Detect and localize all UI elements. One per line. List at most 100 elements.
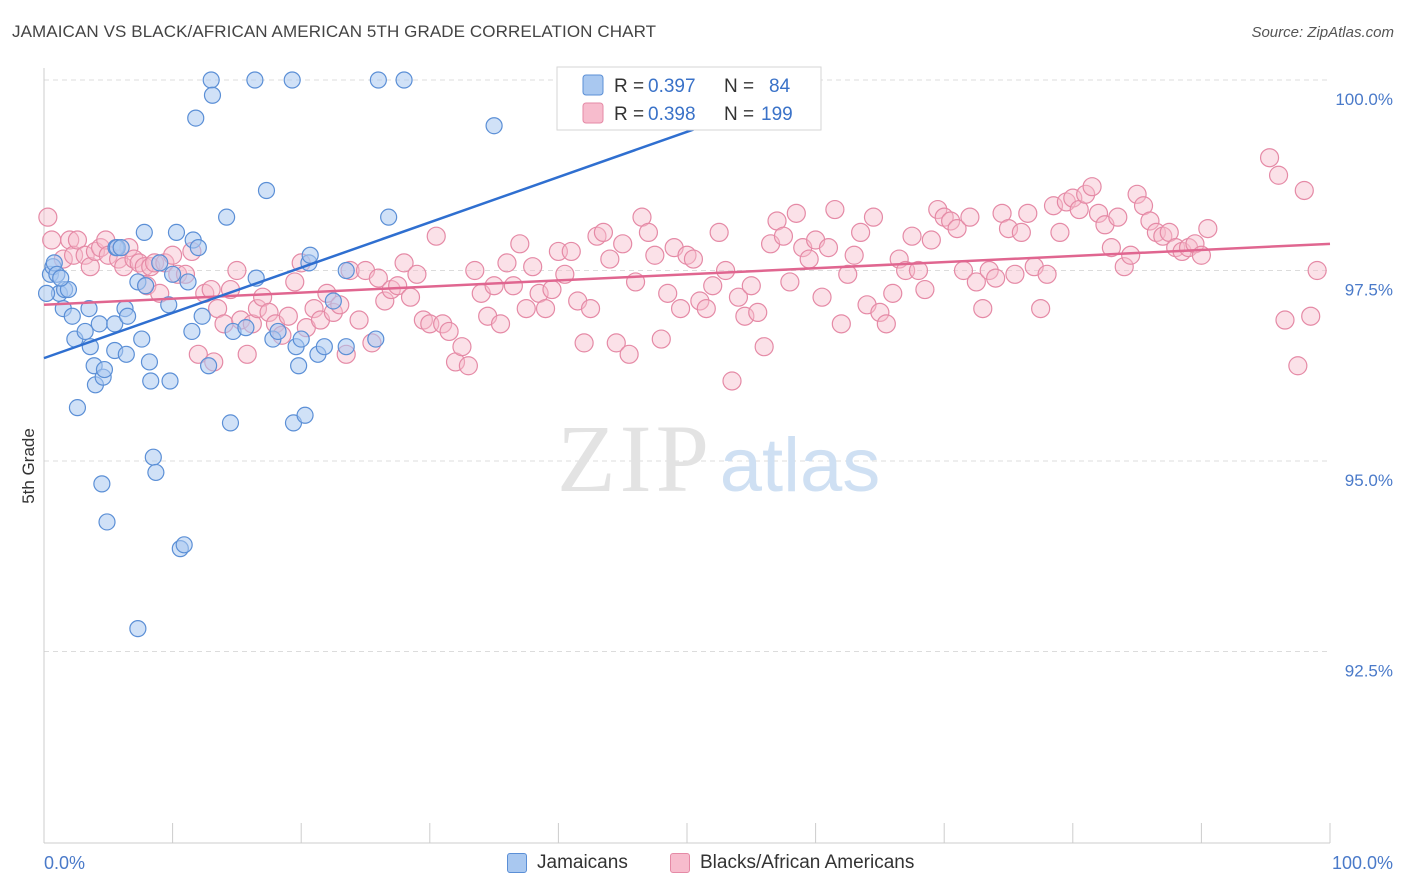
point-black-african-american <box>1076 184 1096 204</box>
point-black-african-american <box>748 302 768 323</box>
point-jamaicans <box>106 315 124 333</box>
point-black-african-american <box>1037 264 1057 284</box>
legend-swatch-black <box>582 102 604 124</box>
point-black-african-american <box>523 257 543 277</box>
point-black-african-american <box>503 276 523 296</box>
point-black-african-american <box>773 226 794 246</box>
point-black-african-american <box>452 337 472 357</box>
point-black-african-american <box>1275 310 1295 330</box>
point-jamaicans <box>324 292 342 310</box>
point-jamaicans <box>68 399 87 417</box>
point-black-african-american <box>1018 203 1038 223</box>
point-jamaicans <box>337 338 355 356</box>
point-jamaicans <box>369 71 387 89</box>
legend-swatch-jamaicans <box>582 74 604 96</box>
point-black-african-american <box>638 222 659 242</box>
point-black-african-american <box>754 337 774 357</box>
point-black-african-american <box>741 276 761 296</box>
watermark-atlas: atlas <box>720 423 881 508</box>
point-black-african-american <box>490 314 511 334</box>
legend-bottom: Jamaicans Blacks/African Americans <box>0 852 1406 878</box>
point-black-african-american <box>966 272 986 292</box>
point-black-african-american <box>259 302 279 323</box>
point-black-african-american <box>831 314 851 334</box>
point-black-african-american <box>1268 165 1289 185</box>
y-axis-label: 5th Grade <box>19 428 38 504</box>
point-jamaicans <box>90 315 108 333</box>
trend-line-black-african-american <box>43 242 1331 307</box>
point-black-african-american <box>818 238 839 258</box>
point-jamaicans <box>160 296 178 314</box>
point-jamaicans <box>221 414 240 432</box>
legend-r-value: 0.398 <box>648 104 696 125</box>
point-black-african-american <box>908 260 929 281</box>
point-black-african-american <box>670 299 691 319</box>
point-black-african-american <box>973 299 993 319</box>
point-jamaicans <box>395 71 413 89</box>
legend-top: R = 0.397 N = 84 R = 0.398 N = 199 <box>556 66 822 131</box>
point-black-african-american <box>825 199 845 220</box>
point-jamaicans <box>237 319 255 337</box>
y-tick-label: 100.0% <box>1335 90 1393 109</box>
point-black-african-american <box>613 234 633 254</box>
point-jamaicans <box>193 307 211 325</box>
legend-n-value: 84 <box>769 76 791 97</box>
point-black-african-american <box>703 276 723 296</box>
trend-lines <box>43 128 1331 360</box>
point-black-african-american <box>375 291 395 311</box>
legend-r-label: R = <box>614 76 644 97</box>
point-black-african-american <box>574 333 594 353</box>
point-black-african-american <box>960 207 980 227</box>
point-black-african-american <box>1185 234 1205 254</box>
point-black-african-american <box>1043 196 1064 216</box>
point-black-african-american <box>510 234 530 254</box>
point-black-african-american <box>722 371 742 391</box>
point-black-african-american <box>304 299 324 319</box>
point-black-african-american <box>1294 180 1314 201</box>
point-jamaicans <box>142 372 160 390</box>
point-black-african-american <box>426 226 446 246</box>
point-jamaicans <box>147 463 165 482</box>
legend-label-jamaicans: Jamaicans <box>537 852 628 873</box>
point-black-african-american <box>921 230 941 250</box>
point-black-african-american <box>1063 188 1083 208</box>
axes: 0.0% 100.0% <box>43 68 1393 873</box>
point-jamaicans <box>183 322 201 341</box>
point-black-african-american <box>851 222 871 242</box>
point-black-african-american <box>368 268 388 288</box>
point-jamaicans <box>129 620 147 638</box>
point-black-african-american <box>188 344 208 364</box>
point-black-african-american <box>606 333 626 353</box>
point-jamaicans <box>187 109 205 127</box>
point-black-african-american <box>1198 218 1218 239</box>
point-black-african-american <box>42 230 62 250</box>
point-jamaicans <box>315 338 333 356</box>
point-black-african-american <box>1101 238 1121 258</box>
point-black-african-american <box>388 276 408 296</box>
point-black-african-american <box>915 279 935 300</box>
point-black-african-american <box>998 218 1019 239</box>
point-black-african-american <box>439 321 459 342</box>
point-black-african-american <box>883 283 903 303</box>
point-black-african-american <box>394 253 414 273</box>
point-black-african-american <box>1050 222 1070 242</box>
point-black-african-american <box>658 283 678 303</box>
point-jamaicans <box>367 330 385 348</box>
legend-item-black: Blacks/African Americans <box>670 852 914 874</box>
point-black-african-american <box>458 356 478 376</box>
trend-line-jamaicans <box>43 128 694 360</box>
point-black-african-american <box>516 299 536 319</box>
point-black-african-american <box>683 249 704 269</box>
point-jamaicans <box>164 265 182 283</box>
point-black-african-american <box>535 299 556 319</box>
point-jamaicans <box>167 223 186 241</box>
point-black-african-american <box>400 287 421 307</box>
point-black-african-american <box>863 207 884 227</box>
point-black-african-american <box>979 260 999 281</box>
point-black-african-american <box>786 203 806 223</box>
point-black-african-american <box>1140 211 1160 231</box>
point-black-african-american <box>1108 207 1128 227</box>
point-black-african-american <box>580 299 601 319</box>
point-black-african-american <box>285 272 305 292</box>
point-jamaicans <box>76 322 94 341</box>
